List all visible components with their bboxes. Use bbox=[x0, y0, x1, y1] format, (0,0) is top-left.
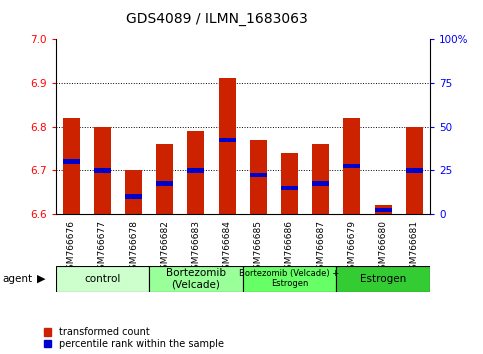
Bar bbox=[63, 118, 80, 214]
Bar bbox=[125, 194, 142, 199]
Bar bbox=[94, 127, 111, 214]
Legend: transformed count, percentile rank within the sample: transformed count, percentile rank withi… bbox=[43, 327, 224, 349]
Bar bbox=[312, 144, 329, 214]
FancyBboxPatch shape bbox=[242, 266, 336, 292]
Bar bbox=[374, 205, 392, 214]
Bar bbox=[406, 127, 423, 214]
Bar bbox=[250, 172, 267, 177]
Bar bbox=[187, 168, 204, 172]
Bar bbox=[250, 140, 267, 214]
Text: Estrogen: Estrogen bbox=[360, 274, 406, 284]
Bar bbox=[312, 181, 329, 186]
Text: ▶: ▶ bbox=[37, 274, 45, 284]
Bar bbox=[94, 168, 111, 172]
Bar bbox=[63, 159, 80, 164]
Bar bbox=[156, 181, 173, 186]
Text: Bortezomib
(Velcade): Bortezomib (Velcade) bbox=[166, 268, 226, 290]
FancyBboxPatch shape bbox=[336, 266, 430, 292]
Bar bbox=[218, 78, 236, 214]
Text: GDS4089 / ILMN_1683063: GDS4089 / ILMN_1683063 bbox=[127, 12, 308, 27]
Bar bbox=[156, 144, 173, 214]
Bar bbox=[406, 168, 423, 172]
FancyBboxPatch shape bbox=[149, 266, 242, 292]
FancyBboxPatch shape bbox=[56, 266, 149, 292]
Bar bbox=[125, 170, 142, 214]
Text: control: control bbox=[84, 274, 121, 284]
Bar bbox=[281, 153, 298, 214]
Text: agent: agent bbox=[2, 274, 32, 284]
Bar bbox=[374, 207, 392, 212]
Bar bbox=[343, 164, 360, 168]
Bar bbox=[281, 186, 298, 190]
Bar bbox=[218, 137, 236, 142]
Bar bbox=[187, 131, 204, 214]
Text: Bortezomib (Velcade) +
Estrogen: Bortezomib (Velcade) + Estrogen bbox=[240, 269, 340, 289]
Bar bbox=[343, 118, 360, 214]
